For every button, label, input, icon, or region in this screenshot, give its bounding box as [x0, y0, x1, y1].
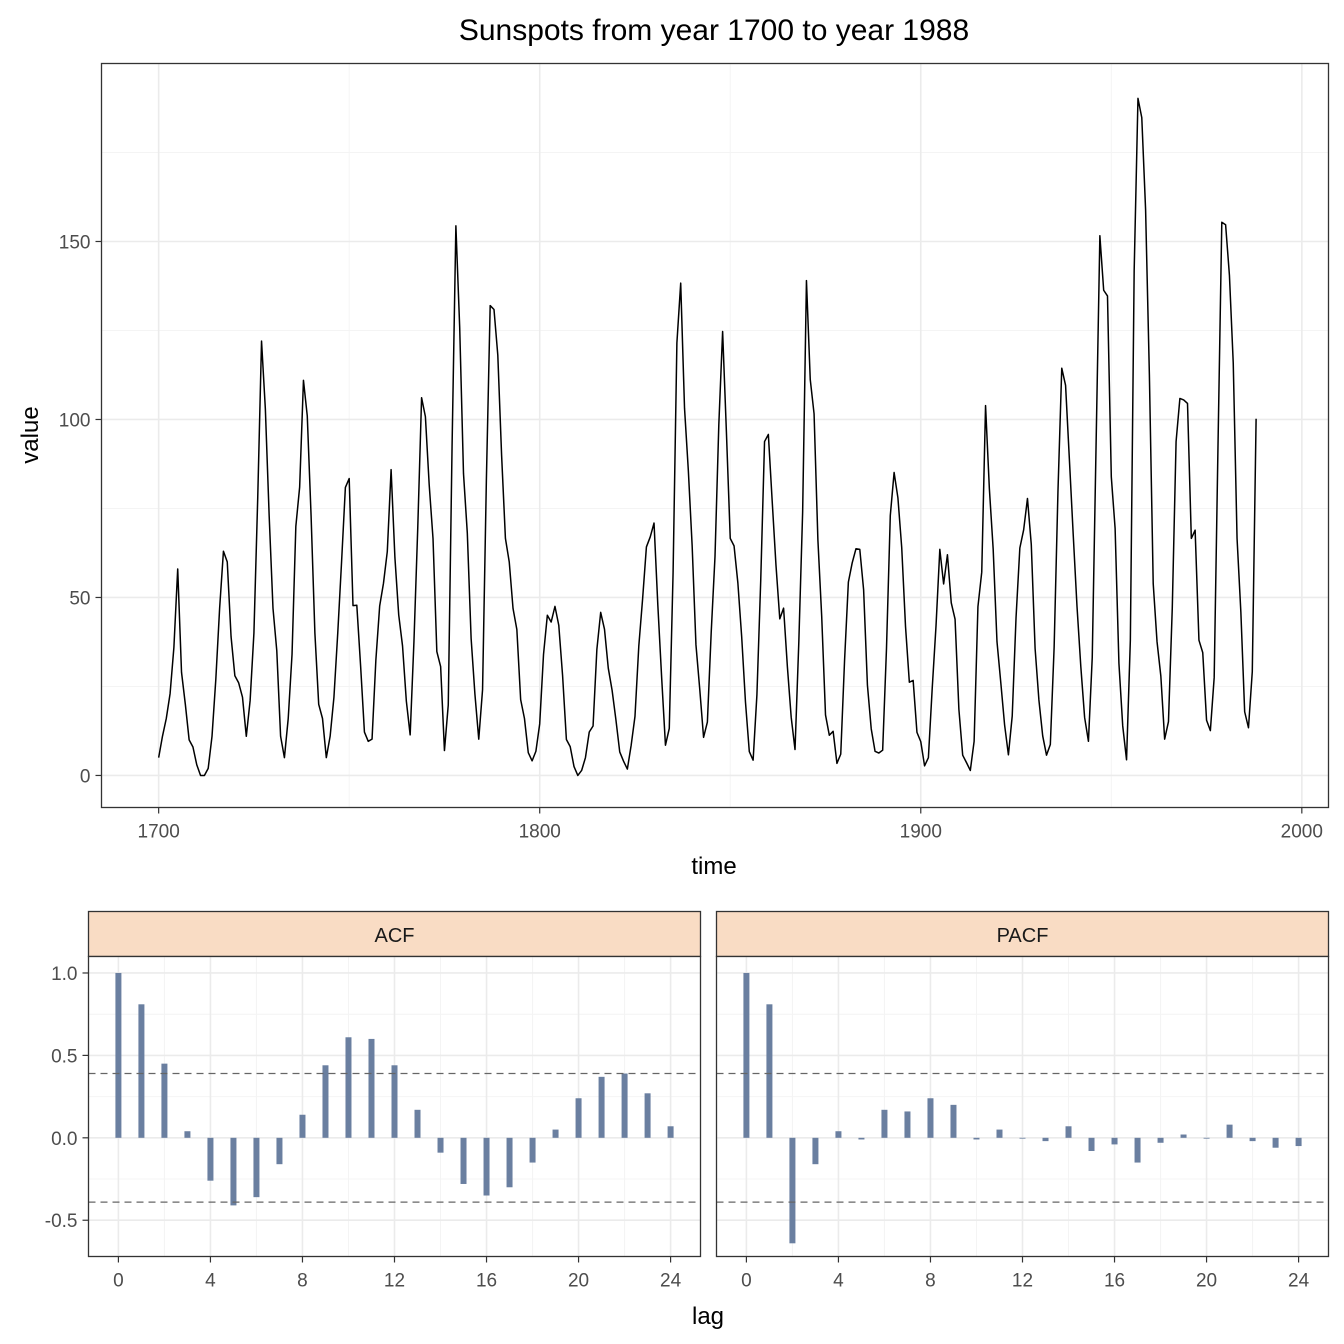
- pacf-bar-lag-20: [1203, 1137, 1210, 1139]
- pacf-bar-lag-0: [743, 972, 750, 1138]
- pacf-x-tick-label: 20: [1196, 1271, 1217, 1292]
- acf-bar-lag-10: [345, 1037, 352, 1138]
- timeseries-x-tick-label: 1700: [138, 822, 180, 843]
- timeseries-x-tick-label: 1900: [900, 822, 942, 843]
- acf-bar-lag-8: [299, 1114, 306, 1138]
- acf-y-tick-label: 0.5: [51, 1046, 77, 1067]
- pacf-bar-lag-14: [1065, 1126, 1072, 1138]
- acf-x-tick-label: 16: [476, 1271, 497, 1292]
- pacf-bar-lag-8: [927, 1098, 934, 1138]
- acf-bar-lag-17: [506, 1137, 513, 1188]
- acf-bar-lag-9: [322, 1065, 329, 1138]
- pacf-bar-lag-11: [996, 1129, 1003, 1138]
- acf-bar-lag-1: [138, 1004, 145, 1138]
- acf-x-tick-label: 20: [568, 1271, 589, 1292]
- acf-strip-label: ACF: [375, 925, 415, 947]
- acf-y-tick-label: 1.0: [51, 964, 77, 985]
- acf-strip: [87, 910, 702, 958]
- timeseries-y-axis-title: value: [17, 406, 44, 463]
- pacf-axes: 0 4 8 12 16 20 24: [741, 1256, 1310, 1292]
- pacf-bar-lag-5: [858, 1137, 865, 1140]
- pacf-bar-lag-10: [973, 1137, 980, 1140]
- acf-panel: ACF 0 4 8 12 16 20 24 -0.5 0.0 0.5 1.0: [45, 910, 702, 1292]
- pacf-bar-lag-13: [1042, 1137, 1049, 1142]
- acf-x-tick-label: 4: [205, 1271, 216, 1292]
- pacf-x-tick-label: 0: [741, 1271, 752, 1292]
- acf-bar-lag-19: [552, 1129, 559, 1138]
- pacf-bar-lag-9: [950, 1104, 957, 1138]
- acf-bar-lag-20: [575, 1098, 582, 1138]
- pacf-bar-lag-7: [904, 1111, 911, 1138]
- acf-x-tick-label: 8: [297, 1271, 308, 1292]
- pacf-bar-lag-12: [1019, 1137, 1026, 1139]
- pacf-bar-lag-16: [1111, 1137, 1118, 1145]
- timeseries-plot: [157, 97, 1257, 777]
- lag-axis-title: lag: [692, 1303, 724, 1330]
- acf-bar-lag-6: [253, 1137, 260, 1198]
- timeseries-y-tick-label: 0: [80, 766, 91, 787]
- acf-bar-lag-23: [644, 1093, 651, 1138]
- acf-bar-lag-16: [483, 1137, 490, 1196]
- pacf-grid: [716, 956, 1329, 1257]
- timeseries-x-tick-label: 1800: [519, 822, 561, 843]
- acf-bar-lag-3: [184, 1131, 191, 1138]
- pacf-bar-lag-4: [835, 1131, 842, 1138]
- pacf-bar-lag-3: [812, 1137, 819, 1165]
- acf-bar-lag-11: [368, 1038, 375, 1138]
- timeseries-y-tick-label: 50: [69, 588, 90, 609]
- pacf-x-tick-label: 8: [925, 1271, 936, 1292]
- pacf-plot: [716, 972, 1329, 1244]
- acf-bar-lag-13: [414, 1109, 421, 1138]
- pacf-bar-lag-24: [1295, 1137, 1302, 1147]
- timeseries-x-tick-label: 2000: [1281, 822, 1323, 843]
- sunspot-series-line: [157, 97, 1257, 777]
- timeseries-y-tick-label: 150: [59, 232, 91, 253]
- chart-title: Sunspots from year 1700 to year 1988: [459, 14, 969, 47]
- acf-y-tick-label: -0.5: [45, 1211, 78, 1232]
- acf-y-tick-label: 0.0: [51, 1129, 77, 1150]
- pacf-bar-lag-22: [1249, 1137, 1256, 1142]
- timeseries-x-axis-title: time: [691, 853, 736, 880]
- pacf-x-tick-label: 24: [1288, 1271, 1310, 1292]
- pacf-bar-lag-15: [1088, 1137, 1095, 1152]
- pacf-bar-lag-21: [1226, 1124, 1233, 1138]
- pacf-bar-lag-19: [1180, 1134, 1187, 1138]
- acf-axes: 0 4 8 12 16 20 24 -0.5 0.0 0.5 1.0: [45, 964, 682, 1292]
- pacf-x-tick-label: 12: [1012, 1271, 1033, 1292]
- acf-bar-lag-18: [529, 1137, 536, 1163]
- acf-bar-lag-2: [161, 1063, 168, 1138]
- acf-bar-lag-24: [667, 1126, 674, 1138]
- acf-bar-lag-22: [621, 1073, 628, 1138]
- pacf-bar-lag-6: [881, 1109, 888, 1138]
- acf-x-tick-label: 0: [113, 1271, 124, 1292]
- pacf-bar-lag-1: [766, 1004, 773, 1138]
- acf-x-tick-label: 12: [384, 1271, 405, 1292]
- pacf-strip-label: PACF: [997, 925, 1049, 947]
- acf-bar-lag-0: [115, 972, 122, 1138]
- acf-bar-lag-5: [230, 1137, 237, 1206]
- acf-bar-lag-12: [391, 1065, 398, 1138]
- acf-x-tick-label: 24: [660, 1271, 682, 1292]
- timeseries-grid: [101, 63, 1329, 808]
- acf-plot: [88, 972, 701, 1206]
- pacf-bar-lag-18: [1157, 1137, 1164, 1143]
- acf-bar-lag-21: [598, 1076, 605, 1138]
- timeseries-panel-border: [100, 62, 1330, 809]
- acf-bar-lag-15: [460, 1137, 467, 1184]
- pacf-bar-lag-23: [1272, 1137, 1279, 1148]
- timeseries-y-tick-label: 100: [59, 410, 91, 431]
- pacf-bar-lag-17: [1134, 1137, 1141, 1163]
- timeseries-panel-background: [101, 63, 1329, 808]
- pacf-x-tick-label: 4: [833, 1271, 844, 1292]
- acf-bar-lag-14: [437, 1137, 444, 1153]
- pacf-panel: PACF 0 4 8 12 16 20 24: [715, 910, 1330, 1292]
- pacf-bar-lag-2: [789, 1137, 796, 1244]
- acf-bar-lag-4: [207, 1137, 214, 1181]
- pacf-x-tick-label: 16: [1104, 1271, 1125, 1292]
- acf-bar-lag-7: [276, 1137, 283, 1165]
- timeseries-axes: 1700 1800 1900 2000 0 50 100 150: [59, 232, 1323, 842]
